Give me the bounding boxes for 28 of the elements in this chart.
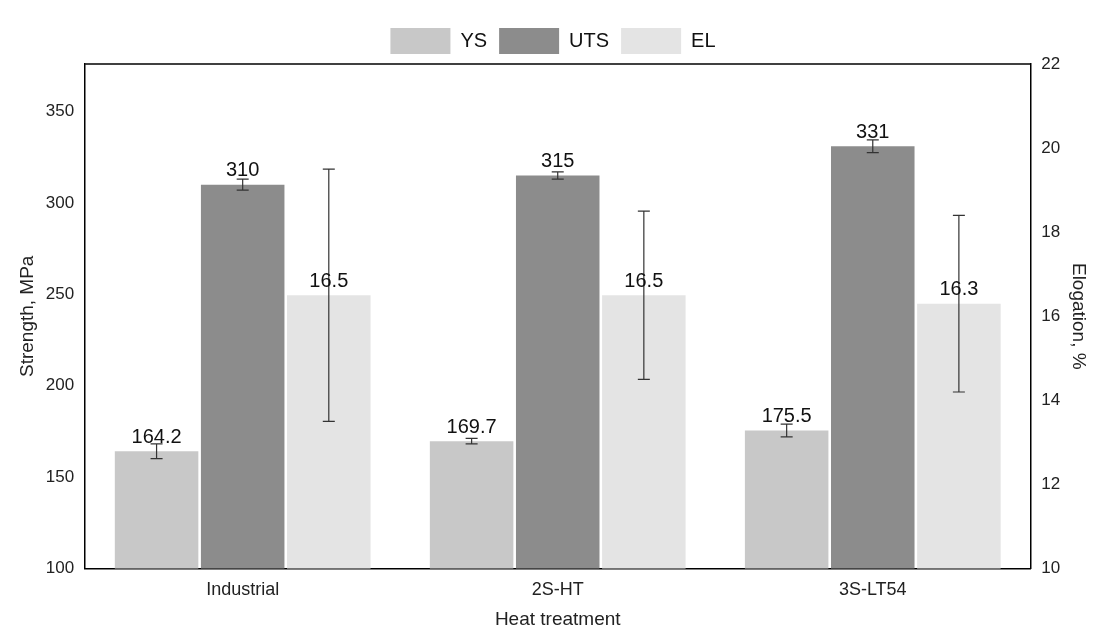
y-tick-label: 100 bbox=[45, 558, 75, 578]
x-tick-label: 3S-LT54 bbox=[838, 579, 907, 600]
y-tick-label: 300 bbox=[45, 192, 75, 212]
legend-label: UTS bbox=[569, 28, 610, 51]
y2-tick-label: 20 bbox=[1041, 137, 1061, 157]
y-axis-title: Strength, MPa bbox=[15, 255, 37, 378]
y-tick-label: 350 bbox=[45, 101, 75, 121]
y2-tick-label: 14 bbox=[1041, 390, 1061, 410]
data-label: 315 bbox=[541, 149, 575, 172]
x-tick-label: 2S-HT bbox=[531, 579, 584, 600]
data-label: 169.7 bbox=[446, 414, 497, 437]
x-tick-label: Industrial bbox=[206, 579, 280, 600]
y-tick-label: 250 bbox=[45, 284, 75, 304]
data-label: 331 bbox=[856, 119, 890, 142]
data-label: 164.2 bbox=[131, 424, 182, 447]
legend-label: EL bbox=[691, 28, 716, 51]
y2-tick-label: 12 bbox=[1041, 474, 1061, 494]
x-axis-title: Heat treatment bbox=[494, 607, 622, 629]
y2-tick-label: 22 bbox=[1041, 53, 1061, 73]
y2-tick-label: 10 bbox=[1041, 558, 1061, 578]
y2-axis-title: Elogation, % bbox=[1069, 262, 1091, 370]
data-label: 175.5 bbox=[761, 404, 812, 427]
legend-label: YS bbox=[460, 28, 488, 51]
y2-tick-label: 18 bbox=[1041, 221, 1061, 241]
data-label: 310 bbox=[226, 158, 260, 181]
y2-tick-label: 16 bbox=[1041, 305, 1061, 325]
y-tick-label: 200 bbox=[45, 375, 75, 395]
y-tick-label: 150 bbox=[45, 466, 75, 486]
